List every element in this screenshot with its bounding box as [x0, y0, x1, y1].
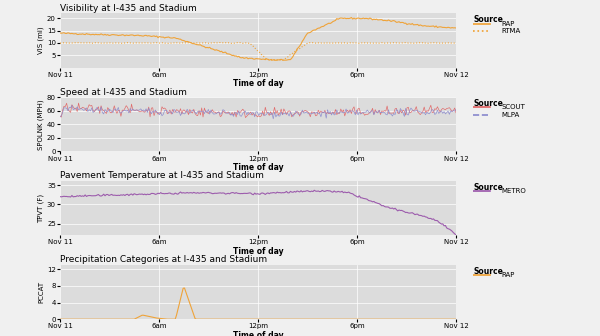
- Text: Source: Source: [474, 15, 504, 24]
- Text: RTMA: RTMA: [501, 28, 520, 34]
- Text: RAP: RAP: [501, 272, 514, 278]
- Text: Visibility at I-435 and Stadium: Visibility at I-435 and Stadium: [60, 4, 197, 13]
- X-axis label: Time of day: Time of day: [233, 247, 283, 256]
- X-axis label: Time of day: Time of day: [233, 163, 283, 172]
- Text: RAP: RAP: [501, 20, 514, 27]
- Text: Source: Source: [474, 99, 504, 108]
- X-axis label: Time of day: Time of day: [233, 331, 283, 336]
- Text: Precipitation Categories at I-435 and Stadium: Precipitation Categories at I-435 and St…: [60, 255, 267, 264]
- Y-axis label: PCCAT: PCCAT: [38, 281, 44, 303]
- Text: Speed at I-435 and Stadium: Speed at I-435 and Stadium: [60, 88, 187, 96]
- Text: Pavement Temperature at I-435 and Stadium: Pavement Temperature at I-435 and Stadiu…: [60, 171, 264, 180]
- X-axis label: Time of day: Time of day: [233, 79, 283, 88]
- Y-axis label: VIS (mi): VIS (mi): [38, 27, 44, 54]
- Text: SCOUT: SCOUT: [501, 104, 525, 111]
- Text: METRO: METRO: [501, 188, 526, 194]
- Text: MLPA: MLPA: [501, 112, 519, 118]
- Text: Source: Source: [474, 267, 504, 276]
- Y-axis label: SPOLNK (MPH): SPOLNK (MPH): [38, 99, 44, 150]
- Text: Source: Source: [474, 183, 504, 192]
- Y-axis label: TPVT (F): TPVT (F): [38, 194, 44, 223]
